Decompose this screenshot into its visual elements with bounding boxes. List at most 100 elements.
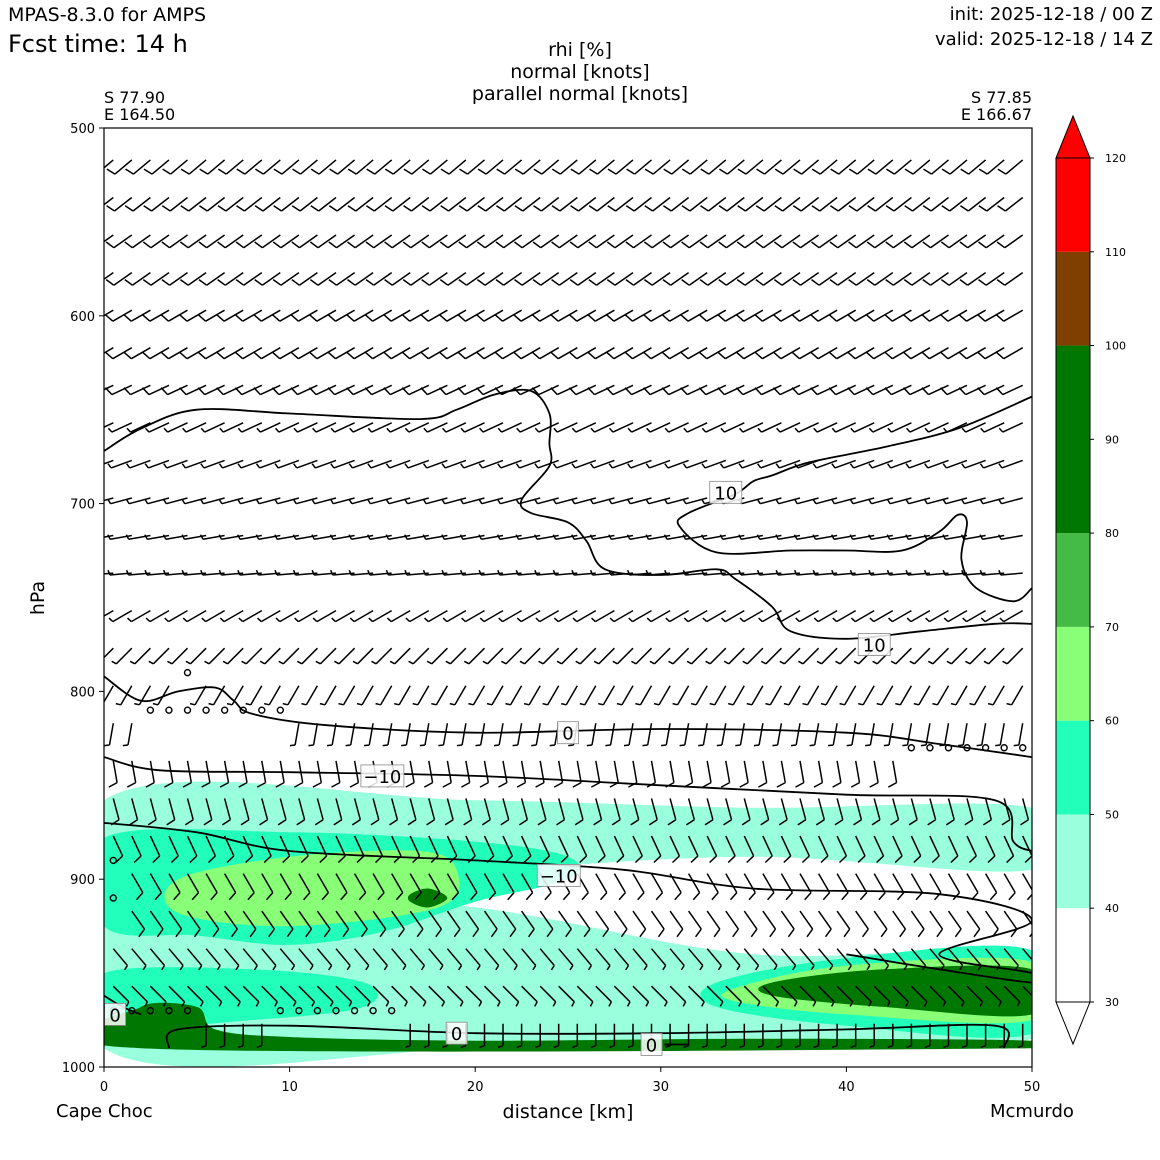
- wind-barb: [869, 609, 894, 623]
- wind-barb: [349, 609, 374, 623]
- wind-barb: [865, 723, 875, 747]
- wind-barb: [112, 985, 130, 1007]
- wind-barb: [105, 234, 133, 249]
- wind-barb: [401, 723, 411, 747]
- wind-barb: [254, 271, 281, 286]
- x-tick-label: 30: [653, 1080, 670, 1095]
- wind-barb: [998, 497, 1023, 505]
- wind-barb: [920, 723, 931, 747]
- wind-barb: [476, 271, 504, 286]
- wind-barb: [534, 534, 559, 541]
- wind-barb: [422, 159, 448, 175]
- wind-barb: [237, 497, 262, 505]
- wind-barb: [685, 798, 696, 826]
- contour-label-0: 10: [714, 483, 737, 504]
- wind-barb: [292, 159, 318, 175]
- wind-barb: [198, 309, 225, 322]
- wind-barb: [199, 497, 225, 505]
- calm-wind-marker: [239, 706, 247, 714]
- wind-barb: [1022, 985, 1032, 997]
- wind-barb: [643, 347, 671, 360]
- wind-barb: [635, 685, 653, 706]
- wind-barb: [223, 835, 235, 864]
- wind-barb: [104, 534, 114, 538]
- wind-barb: [717, 309, 745, 322]
- wind-barb: [669, 873, 682, 901]
- wind-barb: [143, 196, 170, 212]
- wind-barb: [818, 948, 834, 971]
- wind-barb: [539, 985, 557, 1007]
- wind-barb: [966, 873, 979, 901]
- wind-barb: [148, 647, 170, 665]
- wind-barb: [831, 497, 856, 505]
- wind-barb: [255, 159, 281, 175]
- wind-barb: [950, 685, 968, 706]
- wind-barb: [423, 760, 434, 788]
- wind-barb: [719, 159, 745, 175]
- wind-barb: [728, 685, 745, 706]
- wind-barb: [149, 835, 161, 864]
- wind-barb: [409, 985, 427, 1007]
- wind-barb: [199, 159, 226, 175]
- wind-barb: [847, 309, 875, 322]
- wind-barb: [111, 647, 133, 665]
- wind-barb: [709, 685, 727, 706]
- wind-barb: [608, 459, 634, 469]
- wind-barb: [235, 271, 263, 286]
- wind-barb: [446, 910, 461, 938]
- wind-barb: [588, 271, 615, 286]
- wind-barb: [108, 760, 118, 788]
- wind-barb: [186, 910, 201, 938]
- wind-barb: [946, 647, 968, 665]
- wind-barb: [558, 948, 574, 971]
- wind-barb: [960, 497, 986, 505]
- wind-barb: [428, 948, 444, 971]
- wind-barb: [123, 347, 151, 360]
- wind-barb: [104, 271, 114, 281]
- wind-barb: [152, 685, 170, 706]
- wind-barb: [279, 873, 292, 901]
- calm-wind-marker: [146, 1006, 155, 1015]
- wind-barb: [829, 309, 857, 322]
- wind-barb: [773, 271, 801, 286]
- wind-barb: [105, 271, 133, 286]
- wind-barb: [104, 647, 114, 659]
- wind-barb: [1003, 985, 1021, 1007]
- wind-barb: [831, 422, 857, 433]
- wind-barb: [440, 196, 467, 212]
- wind-barb: [966, 910, 981, 938]
- wind-barb: [224, 948, 240, 971]
- wind-barb: [386, 422, 411, 433]
- wind-barb: [943, 1023, 950, 1049]
- contour-line-2: [104, 675, 1032, 758]
- wind-barb: [904, 196, 931, 212]
- wind-barb: [347, 196, 374, 212]
- wind-barb: [162, 159, 188, 175]
- wind-barb: [333, 798, 343, 826]
- colorbar-tick-label: 90: [1105, 433, 1119, 446]
- wind-barb: [465, 835, 476, 864]
- wind-barb: [966, 948, 982, 971]
- wind-barb: [124, 271, 151, 286]
- wind-barb: [241, 647, 263, 665]
- wind-barb: [199, 534, 225, 541]
- wind-barb: [272, 309, 300, 322]
- wind-barb: [181, 459, 207, 469]
- wind-barb: [354, 948, 370, 971]
- colorbar-segment-50: [1056, 720, 1090, 815]
- wind-barb: [653, 685, 671, 706]
- wind-barb: [347, 271, 374, 286]
- y-tick-label: 600: [70, 310, 95, 325]
- wind-barb: [663, 497, 689, 505]
- wind-barb: [558, 835, 569, 864]
- wind-barb: [104, 384, 114, 391]
- wind-barb: [198, 347, 225, 360]
- wind-barb: [161, 234, 188, 249]
- wind-barb: [609, 1023, 616, 1049]
- wind-barb: [940, 347, 968, 360]
- wind-barb: [253, 384, 281, 396]
- wind-barb: [725, 910, 740, 938]
- init-time: init: 2025-12-18 / 00 Z: [949, 4, 1153, 25]
- wind-barb: [179, 309, 207, 322]
